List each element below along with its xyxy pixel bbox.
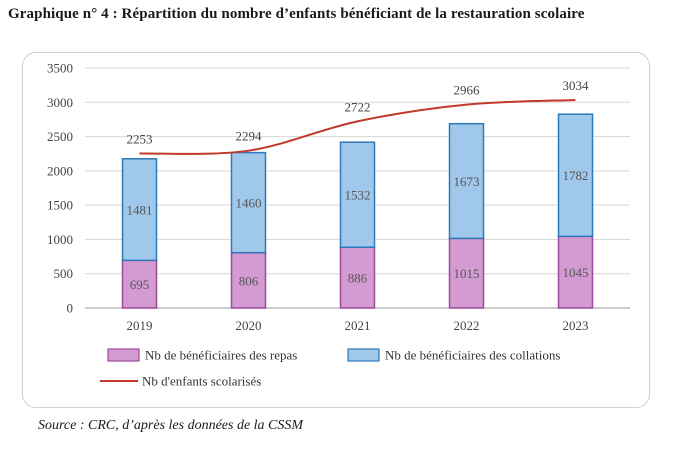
legend-label: Nb de bénéficiaires des repas	[145, 348, 297, 363]
y-tick-label: 500	[54, 266, 74, 281]
bar-data-label: 1015	[454, 266, 480, 281]
y-tick-label: 0	[67, 301, 74, 316]
bar-segment-repas	[230, 251, 267, 309]
y-tick-label: 2500	[47, 129, 73, 144]
bar-segment-repas	[121, 259, 158, 309]
legend: Nb de bénéficiaires des repas Nb de bénéf…	[100, 348, 560, 389]
x-tick-label: 2021	[345, 318, 371, 333]
x-tick-label: 2023	[563, 318, 589, 333]
bars: 695 1481 806 1460 886 1532 1015 1673 1045 1782	[121, 113, 594, 309]
x-tick-label: 2019	[127, 318, 153, 333]
legend-swatch	[107, 348, 140, 362]
bar-segment-collations	[448, 122, 485, 240]
line-data-label: 2294	[236, 129, 263, 144]
bar-segment-collations	[557, 113, 594, 238]
bar-data-label: 886	[348, 271, 368, 286]
bar-data-label: 1782	[563, 168, 589, 183]
y-tick-label: 3000	[47, 95, 73, 110]
bar-segment-repas	[448, 237, 485, 309]
line-data-label: 2722	[345, 99, 371, 114]
bar-data-label: 1673	[454, 174, 480, 189]
y-axis-ticks: 0 500 1000 1500 2000 2500 3000 3500	[47, 61, 73, 316]
y-tick-label: 1000	[47, 232, 73, 247]
x-tick-label: 2022	[454, 318, 480, 333]
chart-title: Graphique n° 4 : Répartition du nombre d…	[8, 6, 585, 22]
bar-data-label: 1532	[345, 188, 371, 203]
y-tick-label: 2000	[47, 163, 73, 178]
line-enfants-scolarises	[139, 98, 576, 155]
bar-data-label: 1481	[127, 203, 153, 218]
legend-swatch	[347, 348, 380, 362]
line-data-label: 2966	[454, 83, 481, 98]
bar-data-label: 1460	[236, 196, 262, 211]
bar-segment-collations	[339, 141, 376, 248]
legend-label: Nb d'enfants scolarisés	[142, 374, 261, 389]
bar-segment-repas	[557, 235, 594, 309]
bar-segment-collations	[121, 158, 158, 262]
line-data-label: 3034	[563, 78, 590, 93]
source-note: Source : CRC, d’après les données de la …	[38, 418, 304, 433]
x-axis-ticks: 2019 2020 2021 2022 2023	[127, 318, 589, 333]
bar-data-label: 695	[130, 277, 150, 292]
line-data-label: 2253	[127, 132, 153, 147]
bar-segment-collations	[230, 151, 267, 254]
bar-segment-repas	[339, 246, 376, 309]
legend-label: Nb de bénéficiaires des collations	[385, 348, 560, 363]
y-tick-label: 3500	[47, 61, 73, 76]
series-line: 2253 2294 2722 2966 3034	[127, 78, 590, 155]
bar-data-label: 1045	[563, 265, 589, 280]
x-tick-label: 2020	[236, 318, 262, 333]
y-tick-label: 1500	[47, 198, 73, 213]
bar-data-label: 806	[239, 273, 259, 288]
